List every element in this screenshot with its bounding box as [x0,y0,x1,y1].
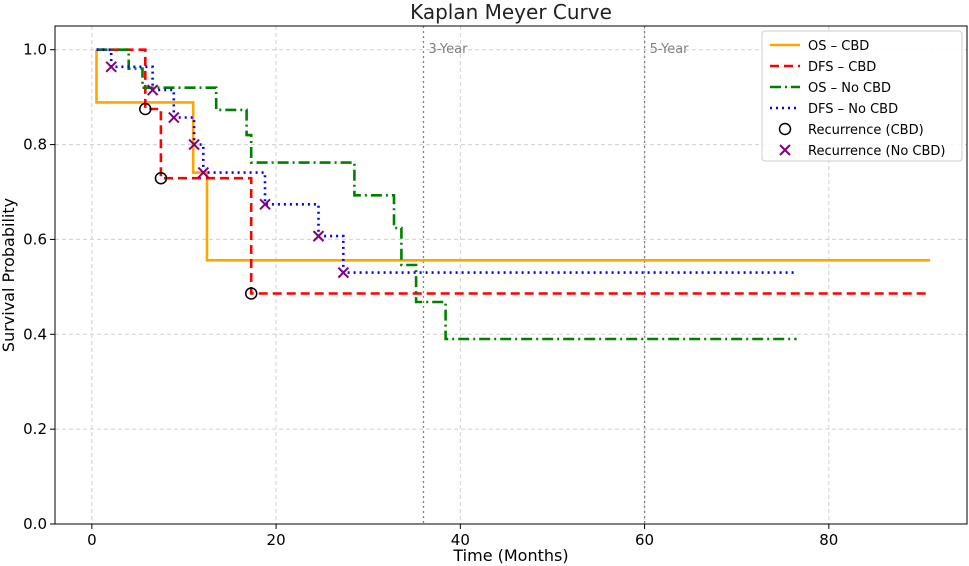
marker-stroke [168,111,180,124]
recurrence-no-cbd-marker [105,61,117,73]
marker-stroke [105,61,117,73]
legend-label: OS – No CBD [808,81,891,96]
legend-entry: OS – No CBD [770,81,891,96]
legend-entry: Recurrence (CBD) [778,122,924,138]
legend-entry: DFS – No CBD [770,102,898,117]
series-line [96,48,797,341]
series-line [95,49,931,262]
x-tick-label: 40 [451,531,470,549]
series-line [96,48,797,274]
reference-lines: 3-Year 5-Year [422,26,690,524]
legend-label: Recurrence (CBD) [808,123,924,138]
y-tick-label: 0.8 [23,136,47,154]
y-tick-label: 0.6 [23,230,47,248]
recurrence-no-cbd-marker [188,138,200,151]
plot-frame [54,25,968,525]
reference-line-label: 3-Year [428,42,468,57]
y-tick-label: 0.0 [23,515,47,533]
x-axis-title: Time (Months) [452,546,568,565]
recurrence-no-cbd-marker [146,84,159,96]
legend-label: DFS – CBD [808,60,876,75]
recurrence-cbd-marker [154,171,168,185]
y-tick-label: 0.2 [23,420,47,438]
marker-stroke [188,138,200,151]
legend-entry: Recurrence (No CBD) [779,144,945,159]
marker-stroke [197,166,210,179]
x-tick-label: 60 [635,531,654,549]
x-tick-label: 0 [87,531,97,549]
axis-ticks: 0 20 40 60 80 0.0 0.2 0.4 0.6 0.8 1.0 [23,41,838,549]
legend-label: DFS – No CBD [808,102,898,117]
legend-swatch [779,144,791,156]
legend-entry: DFS – CBD [770,60,876,75]
recurrence-cbd-marker [244,287,258,300]
marker-stroke [146,84,159,96]
legend-swatch [778,122,792,136]
legend-entry: OS – CBD [770,39,869,54]
recurrence-no-cbd-marker [168,111,180,124]
series-line [96,48,931,295]
reference-line-label: 5-Year [650,42,690,57]
x-tick-label: 20 [267,531,286,549]
legend-label: OS – CBD [808,39,869,54]
y-axis-title: Survival Probability [0,198,18,352]
marker-stroke [337,266,350,279]
legend-label: Recurrence (No CBD) [808,144,945,159]
chart-title: Kaplan Meyer Curve [410,0,612,24]
legend-box [761,30,963,162]
recurrence-no-cbd-marker [337,266,350,279]
y-tick-label: 0.4 [23,325,47,343]
series-lines [95,48,931,341]
y-tick-label: 1.0 [23,41,47,59]
recurrence-no-cbd-marker [197,166,210,179]
recurrence-no-cbd-marker [312,230,325,242]
x-tick-label: 80 [819,531,838,549]
marker-stroke [259,198,271,211]
legend: OS – CBD DFS – CBD OS – No CBD DFS – No CBD… [761,30,963,162]
recurrence-markers [105,61,350,300]
recurrence-no-cbd-marker [259,198,271,211]
marker-stroke [312,230,325,242]
recurrence-cbd-marker [139,102,152,116]
